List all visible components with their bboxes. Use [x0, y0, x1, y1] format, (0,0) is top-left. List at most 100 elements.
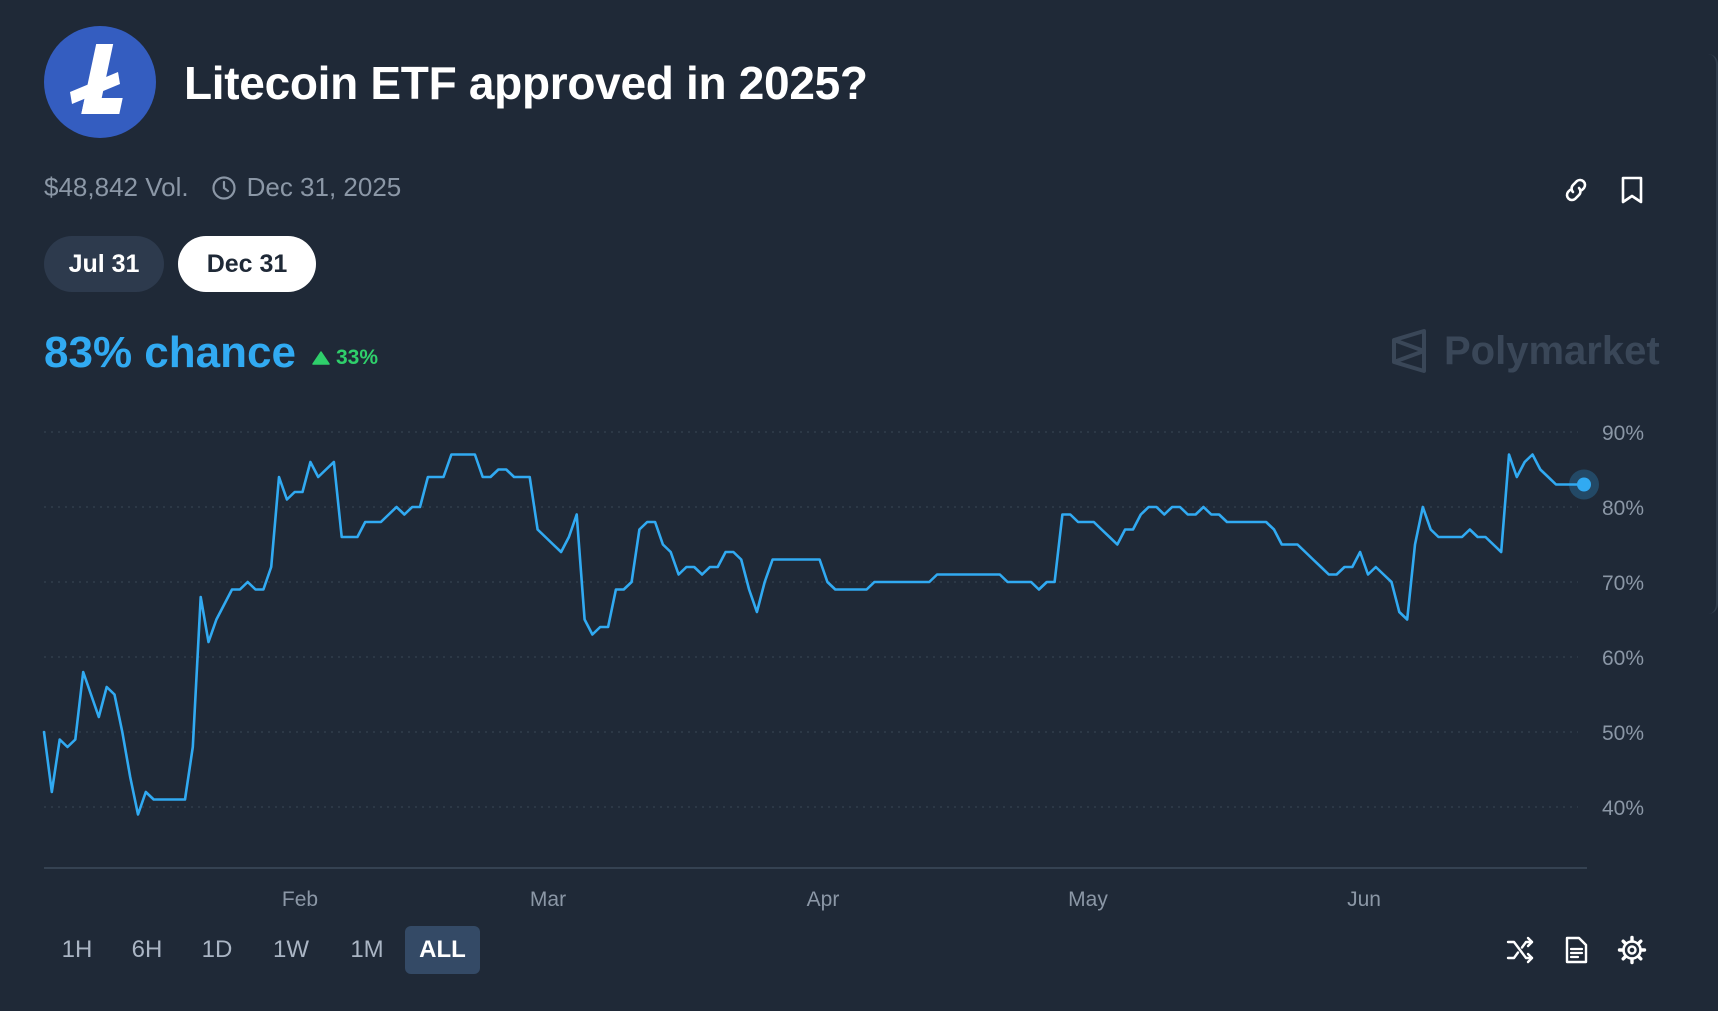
settings-button[interactable]: [1612, 930, 1652, 970]
data-point: [442, 476, 444, 478]
clock-icon: [211, 175, 237, 201]
data-point: [1484, 536, 1486, 538]
data-point: [278, 476, 280, 478]
timeframe-1d-button[interactable]: 1D: [201, 936, 233, 963]
copy-link-button[interactable]: [1556, 170, 1596, 210]
data-point: [1179, 506, 1181, 508]
data-point: [1422, 506, 1424, 508]
data-point: [294, 491, 296, 493]
data-point: [967, 573, 969, 575]
rules-document-button[interactable]: [1556, 930, 1596, 970]
data-point: [1453, 536, 1455, 538]
data-point: [176, 798, 178, 800]
data-point: [200, 596, 202, 598]
data-point: [638, 528, 640, 530]
data-point: [160, 798, 162, 800]
data-point: [905, 581, 907, 583]
current-point-marker[interactable]: [1577, 477, 1591, 492]
data-point: [1461, 536, 1463, 538]
data-point: [1116, 543, 1118, 545]
data-point: [803, 558, 805, 560]
data-point: [529, 476, 531, 478]
data-point: [1234, 521, 1236, 523]
timeframe-all-button[interactable]: ALL: [405, 926, 480, 974]
data-point: [1281, 543, 1283, 545]
data-point: [137, 813, 139, 815]
data-point: [1053, 581, 1055, 583]
litecoin-icon: [70, 44, 123, 114]
data-point: [388, 513, 390, 515]
scrollbar-edge[interactable]: [1706, 54, 1718, 614]
x-tick-label: Jun: [1347, 888, 1381, 911]
data-point: [959, 573, 961, 575]
data-point: [1006, 581, 1008, 583]
data-point: [1406, 618, 1408, 620]
data-point: [1132, 528, 1134, 530]
data-point: [380, 521, 382, 523]
bookmark-button[interactable]: [1612, 170, 1652, 210]
data-point: [513, 476, 515, 478]
data-point: [184, 798, 186, 800]
market-meta: $48,842 Vol. Dec 31, 2025: [44, 172, 401, 203]
data-point: [1359, 551, 1361, 553]
data-point: [1398, 611, 1400, 613]
data-point: [889, 581, 891, 583]
data-point: [59, 738, 61, 740]
data-point: [1273, 528, 1275, 530]
data-point: [834, 588, 836, 590]
date-option-dec-31[interactable]: Dec 31: [178, 236, 316, 292]
data-point: [207, 641, 209, 643]
data-point: [505, 468, 507, 470]
data-point: [356, 536, 358, 538]
price-chart: 90% 80% 70% 60% 50% 40% Feb Mar Apr May Jun: [42, 422, 1644, 911]
data-point: [239, 588, 241, 590]
brand-name: Polymarket: [1444, 328, 1660, 373]
data-point: [1187, 513, 1189, 515]
data-point: [1343, 566, 1345, 568]
timeframe-1h-button[interactable]: 1H: [61, 936, 93, 963]
data-point: [748, 588, 750, 590]
data-point: [106, 686, 108, 688]
timeframe-1m-button[interactable]: 1M: [350, 936, 384, 963]
timeframe-1w-button[interactable]: 1W: [273, 936, 309, 963]
shuffle-icon: [1506, 936, 1534, 964]
data-point: [1367, 573, 1369, 575]
data-point: [1210, 513, 1212, 515]
timeframe-6h-button[interactable]: 6H: [131, 936, 163, 963]
data-point: [920, 581, 922, 583]
data-point: [1194, 513, 1196, 515]
data-point: [231, 588, 233, 590]
data-point: [1108, 536, 1110, 538]
data-point: [936, 573, 938, 575]
data-point: [333, 461, 335, 463]
data-point: [999, 573, 1001, 575]
data-point: [1469, 528, 1471, 530]
data-point: [270, 566, 272, 568]
data-point: [1516, 476, 1518, 478]
data-point: [536, 528, 538, 530]
data-point: [74, 738, 76, 740]
data-point: [842, 588, 844, 590]
data-point: [983, 573, 985, 575]
page-title: Litecoin ETF approved in 2025?: [184, 57, 868, 109]
data-point: [1163, 513, 1165, 515]
data-point: [66, 746, 68, 748]
data-point: [826, 581, 828, 583]
date-option-jul-31[interactable]: Jul 31: [44, 236, 164, 292]
data-point: [1202, 506, 1204, 508]
chance-value: 83% chance: [44, 328, 296, 377]
data-point: [521, 476, 523, 478]
data-point: [583, 618, 585, 620]
data-point: [952, 573, 954, 575]
link-icon: [1565, 178, 1587, 202]
data-point: [1296, 543, 1298, 545]
data-point: [1414, 543, 1416, 545]
data-point: [1375, 566, 1377, 568]
data-point: [568, 536, 570, 538]
data-point: [764, 581, 766, 583]
shuffle-button[interactable]: [1500, 930, 1540, 970]
data-point: [341, 536, 343, 538]
data-point: [1022, 581, 1024, 583]
volume-text: $48,842 Vol.: [44, 172, 189, 202]
data-point: [560, 551, 562, 553]
